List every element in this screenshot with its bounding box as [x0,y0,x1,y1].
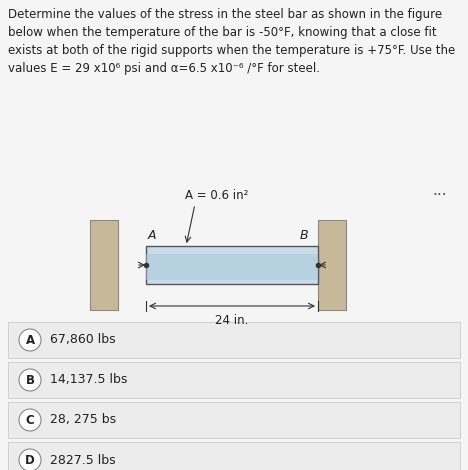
Text: B: B [25,374,35,386]
Text: 24 in.: 24 in. [215,314,249,327]
Bar [90,220,118,310]
Text: B: B [300,229,308,242]
Text: 14,137.5 lbs: 14,137.5 lbs [50,374,127,386]
Bar [146,246,318,284]
Bar [146,254,318,280]
Text: 67,860 lbs: 67,860 lbs [50,334,116,346]
Circle shape [19,329,41,351]
Bar [8,402,460,438]
Bar [318,220,346,310]
Circle shape [19,449,41,470]
Text: 2827.5 lbs: 2827.5 lbs [50,454,116,467]
Text: C: C [26,414,34,426]
Bar [8,322,460,358]
Circle shape [19,409,41,431]
Text: A = 0.6 in²: A = 0.6 in² [185,189,249,202]
Bar [8,362,460,398]
Text: 28, 275 bs: 28, 275 bs [50,414,116,426]
Circle shape [19,369,41,391]
Bar [8,442,460,470]
Text: Determine the values of the stress in the steel bar as shown in the figure
below: Determine the values of the stress in th… [8,8,455,75]
Text: A: A [25,334,35,346]
Text: ...: ... [433,183,447,198]
Text: A: A [148,229,156,242]
Text: D: D [25,454,35,467]
